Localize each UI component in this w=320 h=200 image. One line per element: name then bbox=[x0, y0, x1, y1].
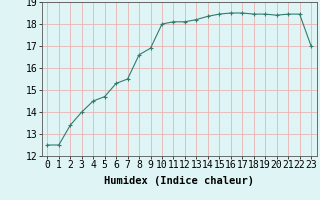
X-axis label: Humidex (Indice chaleur): Humidex (Indice chaleur) bbox=[104, 176, 254, 186]
